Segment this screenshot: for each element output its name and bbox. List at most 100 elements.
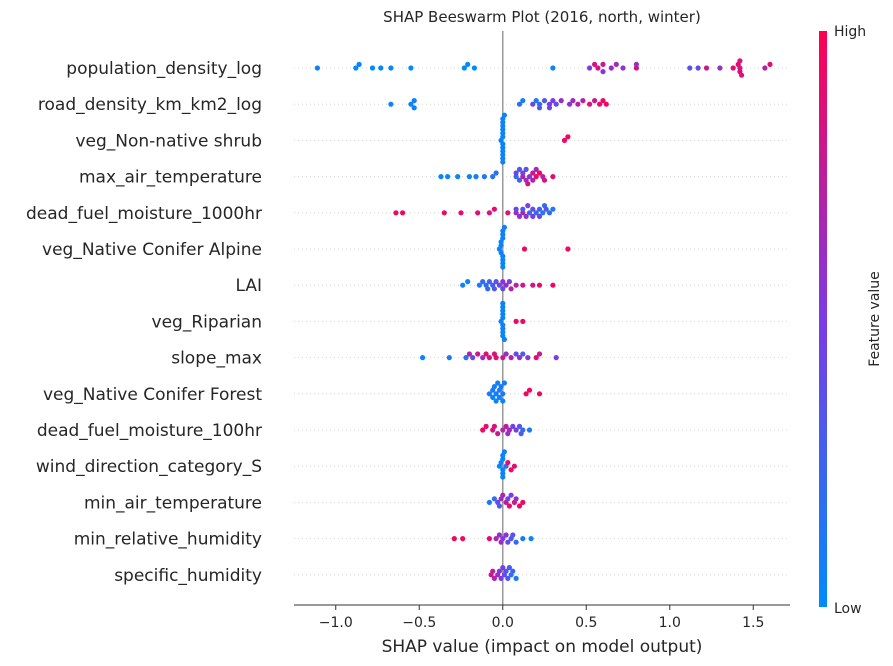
data-point <box>500 264 506 270</box>
data-point <box>553 355 559 361</box>
data-point <box>500 536 506 542</box>
data-point <box>393 210 399 216</box>
data-point <box>490 174 496 180</box>
data-point <box>483 423 489 429</box>
data-point <box>500 145 506 151</box>
data-point <box>533 166 539 172</box>
data-point <box>525 203 531 209</box>
data-point <box>520 170 526 176</box>
data-point <box>530 170 536 176</box>
data-point <box>496 503 502 509</box>
data-point <box>481 174 487 180</box>
data-point <box>550 98 556 104</box>
data-point <box>508 355 514 361</box>
data-point <box>465 61 471 67</box>
data-point <box>506 565 512 571</box>
feature-label: veg_Native Conifer Forest <box>43 385 262 405</box>
data-point <box>521 246 528 252</box>
data-point <box>466 351 472 357</box>
data-point <box>513 496 519 502</box>
data-point <box>369 65 376 71</box>
data-point <box>526 174 533 180</box>
data-point <box>500 286 506 292</box>
data-point <box>600 98 606 104</box>
feature-label: population_density_log <box>66 59 262 79</box>
data-point <box>520 282 526 288</box>
data-point <box>466 174 472 180</box>
data-point <box>737 65 743 71</box>
data-point <box>455 174 461 180</box>
data-point <box>600 61 606 67</box>
data-point <box>526 427 533 433</box>
data-point <box>486 391 492 397</box>
data-point <box>480 279 486 285</box>
data-point <box>500 427 506 433</box>
data-point <box>475 351 481 357</box>
data-point <box>493 279 499 285</box>
data-point <box>451 536 457 542</box>
data-point <box>516 355 523 361</box>
data-point <box>493 398 499 404</box>
data-point <box>420 355 426 361</box>
x-tick-label: 0.5 <box>575 615 597 631</box>
data-point <box>388 65 394 71</box>
data-point <box>493 170 499 176</box>
data-point <box>505 539 511 545</box>
data-point <box>600 69 606 75</box>
data-point <box>513 170 519 176</box>
data-point <box>438 174 444 180</box>
data-point <box>491 423 497 429</box>
data-point <box>500 467 506 473</box>
data-point <box>408 101 414 107</box>
data-point <box>510 568 516 574</box>
feature-gridlines <box>294 67 790 576</box>
x-tick-label: 1.0 <box>659 615 681 631</box>
data-point <box>550 282 556 288</box>
data-point <box>505 496 511 502</box>
data-point <box>506 279 512 285</box>
data-point <box>471 65 477 71</box>
data-point <box>465 279 471 285</box>
data-point <box>500 127 506 133</box>
data-point <box>513 539 519 545</box>
data-point <box>620 65 626 71</box>
data-point <box>567 101 573 107</box>
data-point <box>408 65 414 71</box>
x-tick-label: −0.5 <box>402 615 436 631</box>
data-point <box>500 123 506 129</box>
data-point <box>536 101 543 107</box>
data-point <box>493 355 499 361</box>
data-point <box>503 351 509 357</box>
data-point <box>516 101 523 107</box>
data-point <box>486 355 492 361</box>
x-ticks: −1.0 −0.5 0.0 0.5 1.0 1.5 <box>319 605 764 631</box>
feature-label: veg_Non-native shrub <box>75 131 262 151</box>
data-point <box>603 101 609 107</box>
data-point <box>500 326 506 332</box>
data-point <box>411 98 417 104</box>
data-point <box>587 65 593 71</box>
data-point <box>496 532 502 538</box>
x-tick-label: 0.0 <box>492 615 514 631</box>
data-point <box>553 101 559 107</box>
data-point <box>520 210 526 216</box>
data-point <box>500 235 506 241</box>
data-point <box>500 355 506 361</box>
data-point <box>493 536 499 542</box>
data-point <box>458 210 464 216</box>
data-point <box>530 101 536 107</box>
data-point <box>470 355 476 361</box>
data-point <box>508 467 514 473</box>
chart-title: SHAP Beeswarm Plot (2016, north, winter) <box>383 8 701 26</box>
data-point <box>491 575 497 582</box>
data-point <box>513 282 519 288</box>
data-point <box>530 206 536 212</box>
data-point <box>508 286 514 292</box>
data-point <box>737 58 743 64</box>
data-point <box>476 282 482 288</box>
data-point <box>500 391 506 397</box>
data-point <box>520 499 526 505</box>
data-point <box>516 213 523 219</box>
data-point <box>490 568 496 574</box>
feature-label: min_relative_humidity <box>74 530 262 550</box>
